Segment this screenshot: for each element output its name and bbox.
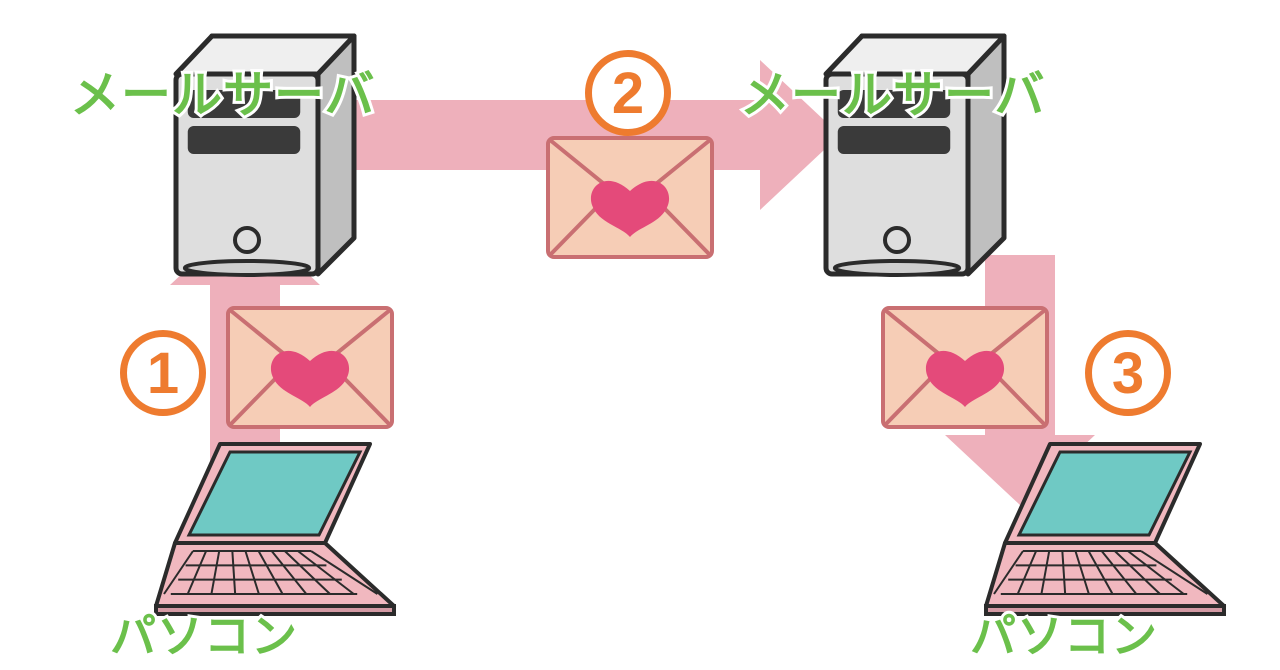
step-2-badge: 2 <box>585 50 671 136</box>
step-1-num: 1 <box>147 340 179 407</box>
envelope-1-icon <box>225 305 395 430</box>
mail-flow-diagram: { "canvas":{"w":1280,"h":670,"bg":"#ffff… <box>0 0 1280 670</box>
step-3-num: 3 <box>1112 340 1144 407</box>
label-pc-right: パソコン <box>970 600 1158 666</box>
label-server-left: メールサーバ <box>70 55 376 127</box>
step-2-num: 2 <box>612 60 644 127</box>
laptop-right-icon <box>980 440 1230 620</box>
envelope-3-icon <box>880 305 1050 430</box>
envelope-2-icon <box>545 135 715 260</box>
step-3-badge: 3 <box>1085 330 1171 416</box>
step-1-badge: 1 <box>120 330 206 416</box>
label-pc-left: パソコン <box>110 600 298 666</box>
laptop-left-icon <box>150 440 400 620</box>
label-server-right: メールサーバ <box>740 55 1046 127</box>
